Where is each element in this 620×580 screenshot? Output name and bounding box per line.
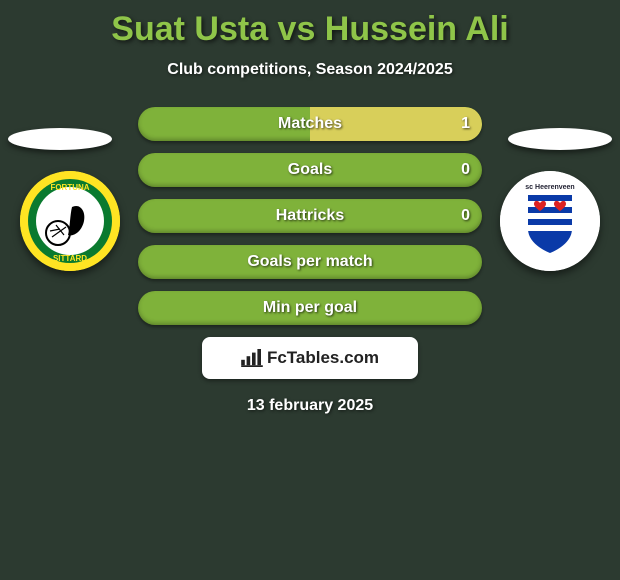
fortuna-sittard-icon: FORTUNA SITTARD (20, 171, 120, 271)
stat-row: Goals0 (138, 153, 482, 187)
stat-label: Matches (138, 107, 482, 141)
heerenveen-icon: sc Heerenveen (500, 171, 600, 271)
stat-label: Hattricks (138, 199, 482, 233)
stat-row: Min per goal (138, 291, 482, 325)
stat-label: Goals per match (138, 245, 482, 279)
brand-label: FcTables.com (241, 348, 379, 368)
player-left-ellipse (8, 128, 112, 150)
stat-row: Hattricks0 (138, 199, 482, 233)
stat-value-right: 1 (461, 107, 470, 141)
brand-text: FcTables.com (267, 348, 379, 368)
title-text: Suat Usta vs Hussein Ali (111, 10, 508, 48)
stat-label: Min per goal (138, 291, 482, 325)
stat-label: Goals (138, 153, 482, 187)
bar-chart-icon (241, 349, 263, 367)
stat-value-right: 0 (461, 199, 470, 233)
brand-box: FcTables.com (202, 337, 418, 379)
comparison-bars: Matches1Goals0Hattricks0Goals per matchM… (138, 107, 482, 325)
club-badge-left: FORTUNA SITTARD (20, 171, 120, 271)
stat-row: Matches1 (138, 107, 482, 141)
svg-text:sc Heerenveen: sc Heerenveen (525, 184, 574, 191)
stat-value-right: 0 (461, 153, 470, 187)
page-title: Suat Usta vs Hussein Ali (0, 0, 620, 49)
svg-text:SITTARD: SITTARD (53, 254, 87, 263)
date-label: 13 february 2025 (0, 397, 620, 415)
player-right-ellipse (508, 128, 612, 150)
subtitle: Club competitions, Season 2024/2025 (0, 61, 620, 79)
club-badge-right: sc Heerenveen (500, 171, 600, 271)
svg-text:FORTUNA: FORTUNA (50, 183, 89, 192)
stat-row: Goals per match (138, 245, 482, 279)
